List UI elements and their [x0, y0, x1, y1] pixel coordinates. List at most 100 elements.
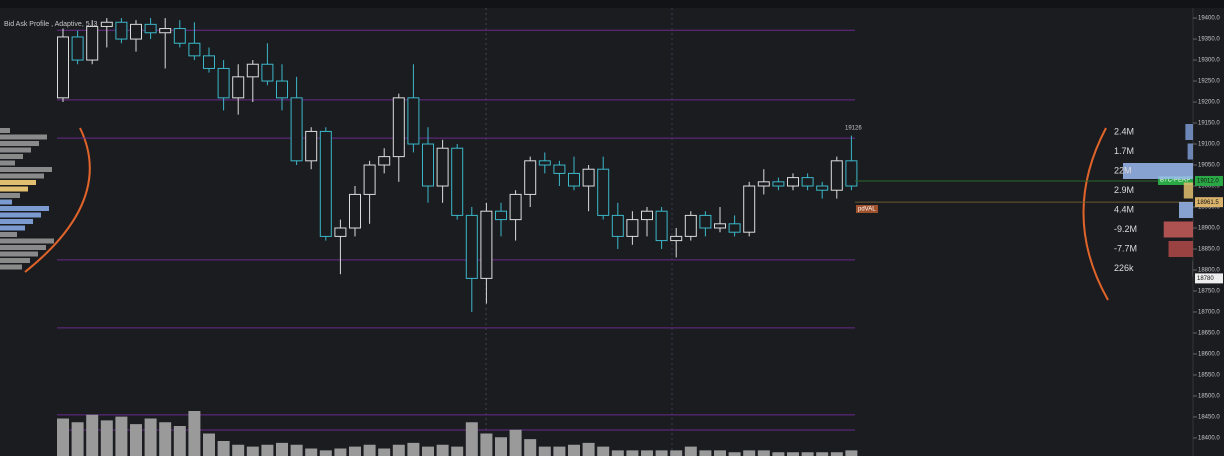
toolbar [0, 0, 1224, 8]
volume-bar [363, 444, 376, 456]
volume-bar [334, 448, 347, 456]
candle-body [436, 147, 449, 187]
candle-body [378, 156, 391, 166]
y-tick-label: 19200.0 [1198, 100, 1220, 106]
volume-bar [670, 450, 683, 456]
y-tick-label: 18450.0 [1198, 415, 1220, 421]
candle-body [57, 36, 69, 99]
candle-body [115, 21, 128, 40]
candle-body [568, 172, 580, 187]
candle-body [144, 23, 157, 34]
candle-body [159, 28, 172, 34]
candle-body [597, 168, 610, 216]
volume-bar [144, 418, 157, 456]
candle-body [699, 214, 712, 229]
profile-bar [1168, 241, 1193, 257]
y-tick-label: 18900.0 [1198, 226, 1220, 232]
volume-bar [568, 444, 580, 456]
left-profile-bar [0, 238, 54, 244]
chart-title: Bid Ask Profile , Adaptive, 5, 3 [4, 21, 97, 28]
left-profile-bar [0, 134, 47, 140]
candle-body [422, 143, 434, 187]
candle-body [188, 42, 201, 57]
volume-bar [232, 444, 245, 456]
candle-body [684, 214, 697, 237]
candle-body [801, 177, 814, 187]
candle-body [319, 130, 332, 237]
y-tick-label: 18600.0 [1198, 352, 1220, 358]
y-tick-label: 18800.0 [1198, 268, 1220, 274]
volume-bar [757, 450, 770, 456]
annotation: 19126 [845, 126, 862, 132]
y-tick-label: 18750.0 [1198, 289, 1220, 295]
volume-bar [217, 441, 230, 456]
y-tick-label: 18650.0 [1198, 331, 1220, 337]
profile-label: -9.2M [1114, 224, 1137, 234]
candle-body [757, 181, 770, 187]
left-profile-bar [0, 258, 30, 263]
volume-bar [130, 424, 142, 456]
volume-bar [787, 452, 799, 456]
volume-bar [378, 448, 391, 456]
volume-bar [465, 422, 478, 456]
candle-body [772, 181, 785, 187]
volume-bar [816, 452, 829, 456]
candle-body [232, 76, 245, 99]
profile-label: 226k [1114, 263, 1134, 273]
left-profile-bar [0, 245, 46, 250]
candle-body [670, 235, 683, 242]
candle-body [714, 223, 726, 229]
price-tag-label: BTC-PERP [1160, 178, 1190, 184]
volume-bar [392, 444, 405, 456]
bracket [24, 127, 91, 273]
left-profile-bar [0, 264, 22, 270]
volume-bar [276, 442, 288, 456]
volume-bar [86, 414, 99, 456]
price-tag-label: 18780 [1197, 276, 1214, 282]
candle-body [465, 214, 478, 279]
volume-bar [801, 452, 814, 456]
volume-bar [349, 446, 361, 456]
profile-label: 22M [1114, 165, 1132, 175]
profile-bar [1163, 221, 1193, 238]
volume-bar [115, 416, 128, 456]
price-tag [1195, 273, 1223, 284]
volume-bar [451, 446, 464, 456]
candle-body [392, 97, 405, 158]
price-tag-label: 18961.5 [1197, 200, 1219, 206]
candle-body [626, 219, 639, 237]
y-tick-label: 19350.0 [1198, 37, 1220, 43]
price-tag-label: 19012.0 [1197, 179, 1219, 185]
left-profile-bar [0, 154, 23, 159]
volume-bar [845, 450, 858, 456]
volume-bar [57, 418, 69, 456]
volume-bar [655, 450, 668, 456]
candle-body [71, 36, 84, 61]
y-tick-label: 18500.0 [1198, 394, 1220, 400]
volume-bar [524, 439, 537, 456]
profile-bar [1179, 202, 1193, 218]
candle-body [728, 223, 741, 233]
volume-bar [553, 446, 566, 456]
left-profile-bar [0, 225, 25, 231]
candle-body [611, 214, 624, 237]
candle-body [261, 63, 274, 82]
candle-body [407, 97, 420, 145]
volume-bar [480, 433, 493, 456]
candle-body [641, 210, 653, 221]
candle-body [845, 160, 858, 187]
left-profile-bar [0, 141, 39, 146]
candle-body [334, 227, 347, 237]
profile-label: 2.4M [1114, 126, 1134, 136]
volume-bar [305, 448, 318, 456]
volume-bar [772, 452, 785, 456]
volume-bar [626, 450, 639, 456]
volume-bar [728, 452, 741, 456]
left-profile-bar [0, 199, 12, 205]
candle-body [100, 21, 113, 27]
volume-bar [159, 422, 172, 456]
candle-body [830, 160, 843, 191]
profile-label: 1.7M [1114, 146, 1134, 156]
left-profile-bar [0, 186, 28, 192]
volume-bar [582, 442, 595, 456]
